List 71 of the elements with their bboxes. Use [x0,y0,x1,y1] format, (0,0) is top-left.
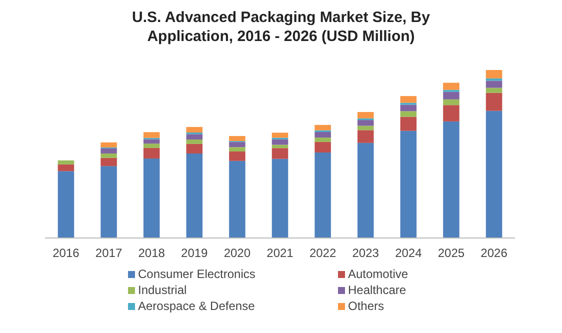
x-tick-label: 2024 [395,246,422,260]
bar [314,138,331,142]
bar [443,82,460,90]
bar [58,160,74,164]
legend-label: Others [348,299,384,313]
bar [143,144,160,148]
bar [143,158,160,238]
bar [443,99,460,106]
bar [58,171,74,238]
bar [443,105,460,122]
bar [229,151,246,161]
bar [100,166,117,238]
bar [486,80,502,88]
bar [272,132,288,138]
bar [357,130,374,143]
bar [486,110,502,238]
bar [400,116,417,131]
bar [229,142,246,148]
bar [486,70,502,78]
bar [186,144,203,154]
chart-title: U.S. Advanced Packaging Market Size, By Application, 2016 - 2026 (USD Million) [132,9,431,45]
bar [229,147,246,152]
x-tick-label: 2018 [138,246,166,260]
x-tick-label: 2021 [266,246,294,260]
bar [357,112,374,118]
legend-label: Automotive [348,267,408,281]
bar [400,96,417,103]
bar [100,142,117,148]
bar [143,139,160,144]
x-tick-label: 2017 [95,246,122,260]
bar [314,142,331,152]
legend-label: Industrial [138,283,187,297]
bar [186,126,203,132]
bar [58,164,74,172]
bar [143,148,160,159]
x-tick-label: 2016 [52,246,80,260]
bar [486,88,502,93]
bar [100,148,117,154]
x-tick-label: 2019 [181,246,208,260]
bar [272,148,288,159]
bar [229,160,246,238]
bar [314,124,331,130]
bar [357,126,374,130]
x-tick-label: 2023 [352,246,380,260]
bar [186,153,203,238]
bar [143,132,160,138]
bar [443,121,460,238]
bar [357,120,374,126]
bar [229,136,246,142]
x-tick-label: 2020 [224,246,251,260]
x-tick-label: 2026 [480,246,508,260]
x-tick-label: 2025 [438,246,465,260]
bar [486,78,502,81]
legend-label: Consumer Electronics [138,267,256,281]
bar [186,134,203,140]
bar [400,111,417,117]
bar [100,153,117,158]
bar [486,92,502,111]
bar [314,152,331,238]
x-tick-label: 2022 [309,246,336,260]
bar [357,142,374,238]
legend-label: Healthcare [348,283,406,297]
bar [186,140,203,144]
bar [272,139,288,145]
legend-label: Aerospace & Defense [138,299,256,313]
bar [100,158,117,166]
bar [272,158,288,238]
bar [400,104,417,112]
bar [314,132,331,138]
bar [443,92,460,100]
bar [400,130,417,238]
